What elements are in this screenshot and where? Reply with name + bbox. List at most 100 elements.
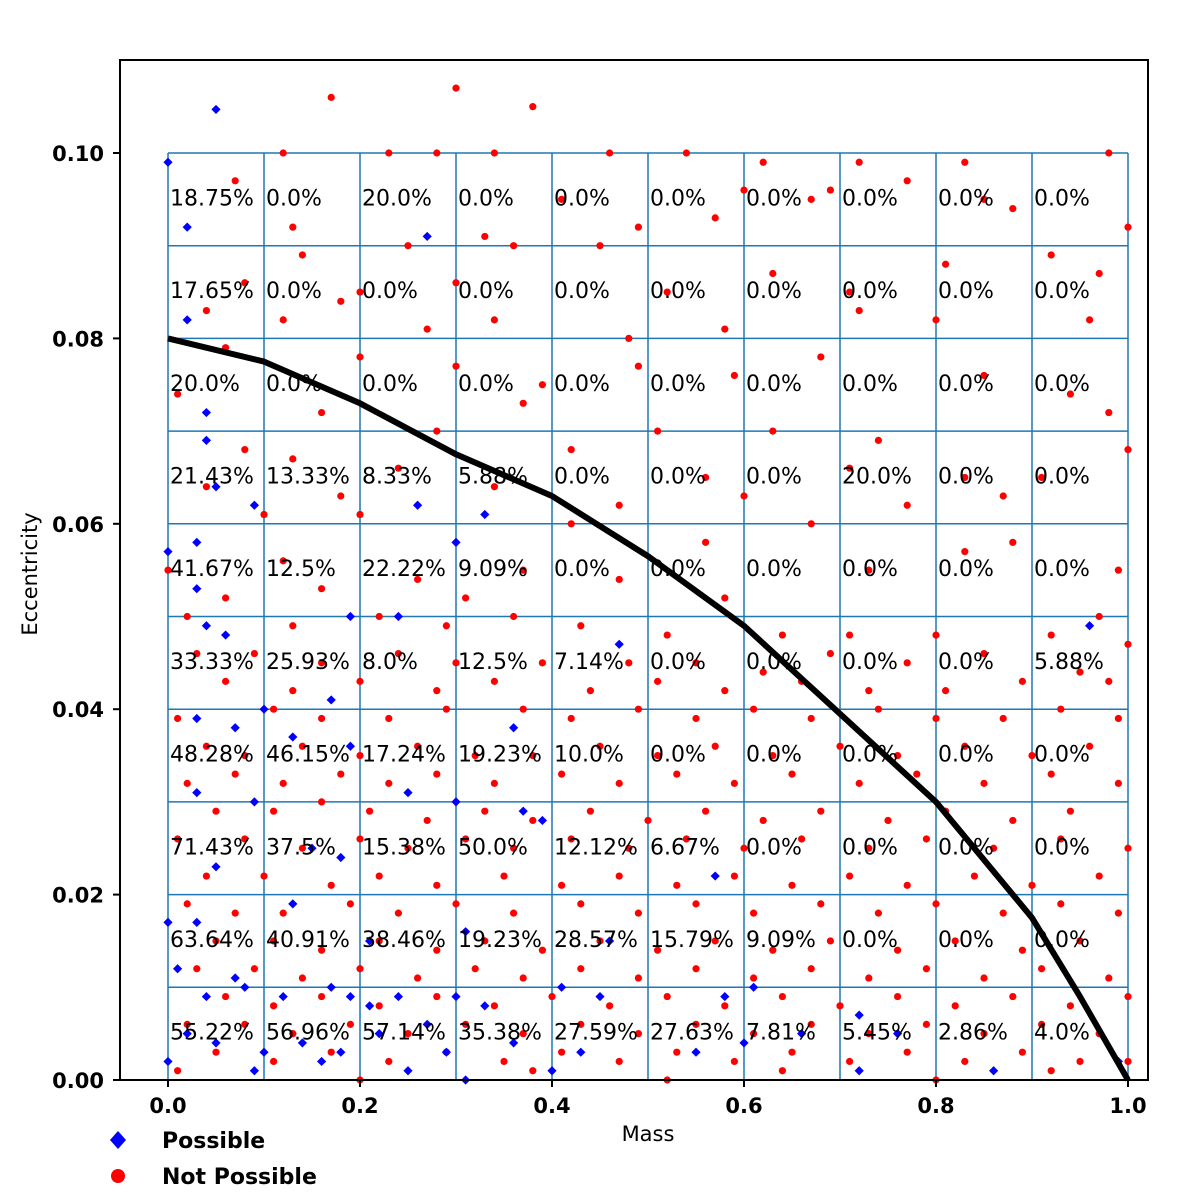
not-possible-point — [327, 1048, 335, 1056]
not-possible-point — [558, 1048, 566, 1056]
not-possible-point — [922, 965, 931, 973]
not-possible-point — [961, 548, 969, 556]
not-possible-point — [577, 1020, 585, 1028]
not-possible-point — [222, 594, 230, 602]
not-possible-point — [356, 288, 364, 296]
not-possible-point — [289, 622, 297, 630]
not-possible-point — [250, 649, 258, 658]
not-possible-point — [1018, 677, 1026, 685]
not-possible-point — [481, 232, 489, 241]
not-possible-point — [318, 585, 326, 593]
not-possible-point — [519, 399, 527, 407]
not-possible-point — [356, 510, 364, 519]
not-possible-point — [356, 965, 364, 973]
cell-percentage-label: 4.0% — [1034, 1021, 1090, 1046]
cell-percentage-label: 56.96% — [266, 1021, 350, 1046]
not-possible-point — [404, 1030, 412, 1038]
not-possible-point — [980, 195, 988, 203]
possible-point — [691, 1047, 701, 1057]
not-possible-point — [318, 659, 326, 667]
not-possible-point — [375, 872, 383, 880]
not-possible-point — [980, 974, 988, 982]
not-possible-point — [452, 84, 460, 92]
not-possible-point — [183, 900, 191, 908]
not-possible-point — [289, 687, 297, 695]
not-possible-point — [932, 900, 940, 908]
x-tick-label: 0.4 — [533, 1094, 570, 1118]
cell-percentage-label: 21.43% — [170, 464, 254, 489]
not-possible-point — [634, 1030, 643, 1038]
not-possible-point — [1047, 770, 1055, 778]
not-possible-point — [423, 816, 431, 825]
possible-point — [249, 797, 259, 807]
not-possible-point — [1114, 909, 1122, 917]
cell-percentage-label: 0.0% — [842, 279, 898, 304]
not-possible-point — [634, 705, 643, 713]
not-possible-point — [519, 705, 527, 713]
possible-point — [345, 611, 355, 622]
not-possible-point — [922, 835, 931, 843]
not-possible-point — [673, 881, 681, 889]
cell-percentage-label: 15.79% — [650, 928, 734, 953]
not-possible-point — [606, 1002, 614, 1010]
not-possible-point — [500, 1057, 508, 1066]
not-possible-point — [241, 835, 249, 843]
not-possible-point — [692, 714, 700, 723]
cell-percentage-label: 0.0% — [842, 557, 898, 582]
cell-percentage-label: 35.38% — [458, 1021, 542, 1046]
not-possible-point — [894, 992, 902, 1001]
not-possible-point — [903, 177, 911, 185]
not-possible-point — [212, 1048, 220, 1056]
cell-percentage-label: 19.23% — [458, 743, 542, 768]
possible-point — [509, 1038, 519, 1048]
not-possible-point — [222, 677, 230, 685]
cell-percentage-label: 0.0% — [842, 372, 898, 397]
possible-point — [297, 1038, 307, 1048]
not-possible-point — [1105, 677, 1113, 685]
not-possible-point — [1009, 205, 1017, 213]
possible-point — [441, 1047, 451, 1057]
not-possible-point — [462, 1020, 470, 1028]
not-possible-point — [740, 844, 748, 852]
not-possible-point — [586, 687, 595, 695]
not-possible-point — [529, 103, 537, 111]
not-possible-point — [385, 149, 393, 157]
not-possible-point — [260, 872, 268, 880]
not-possible-point — [1057, 705, 1065, 713]
not-possible-point — [231, 909, 239, 917]
not-possible-point — [289, 1030, 297, 1038]
y-tick-label: 0.10 — [52, 142, 104, 166]
cell-percentage-label: 0.0% — [842, 743, 898, 768]
not-possible-point — [1114, 566, 1122, 574]
not-possible-point — [740, 492, 748, 500]
not-possible-point — [394, 649, 402, 658]
cell-percentage-label: 0.0% — [458, 372, 514, 397]
cell-percentage-label: 0.0% — [842, 186, 898, 211]
not-possible-point — [692, 965, 700, 973]
cell-percentage-label: 57.14% — [362, 1021, 446, 1046]
not-possible-point — [433, 427, 441, 435]
not-possible-point — [414, 575, 422, 584]
not-possible-point — [346, 1020, 354, 1028]
cell-percentage-label: 8.0% — [362, 650, 418, 675]
not-possible-point — [778, 992, 787, 1001]
not-possible-point — [202, 742, 210, 750]
not-possible-point — [711, 742, 719, 750]
not-possible-point — [730, 779, 739, 787]
possible-point — [192, 713, 202, 724]
not-possible-point — [366, 807, 374, 815]
not-possible-point — [596, 937, 604, 945]
not-possible-point — [462, 594, 470, 602]
not-possible-point — [596, 242, 604, 250]
possible-point — [249, 500, 259, 510]
legend-label-not-possible: Not Possible — [162, 1165, 317, 1190]
cell-percentage-label: 41.67% — [170, 557, 254, 582]
not-possible-point — [894, 946, 902, 954]
not-possible-point — [961, 158, 969, 166]
not-possible-point — [980, 1030, 988, 1038]
not-possible-point — [558, 195, 566, 203]
axes-frame — [119, 59, 1149, 1081]
not-possible-point — [721, 325, 729, 333]
cell-percentage-label: 0.0% — [650, 743, 706, 768]
not-possible-point — [356, 835, 364, 843]
